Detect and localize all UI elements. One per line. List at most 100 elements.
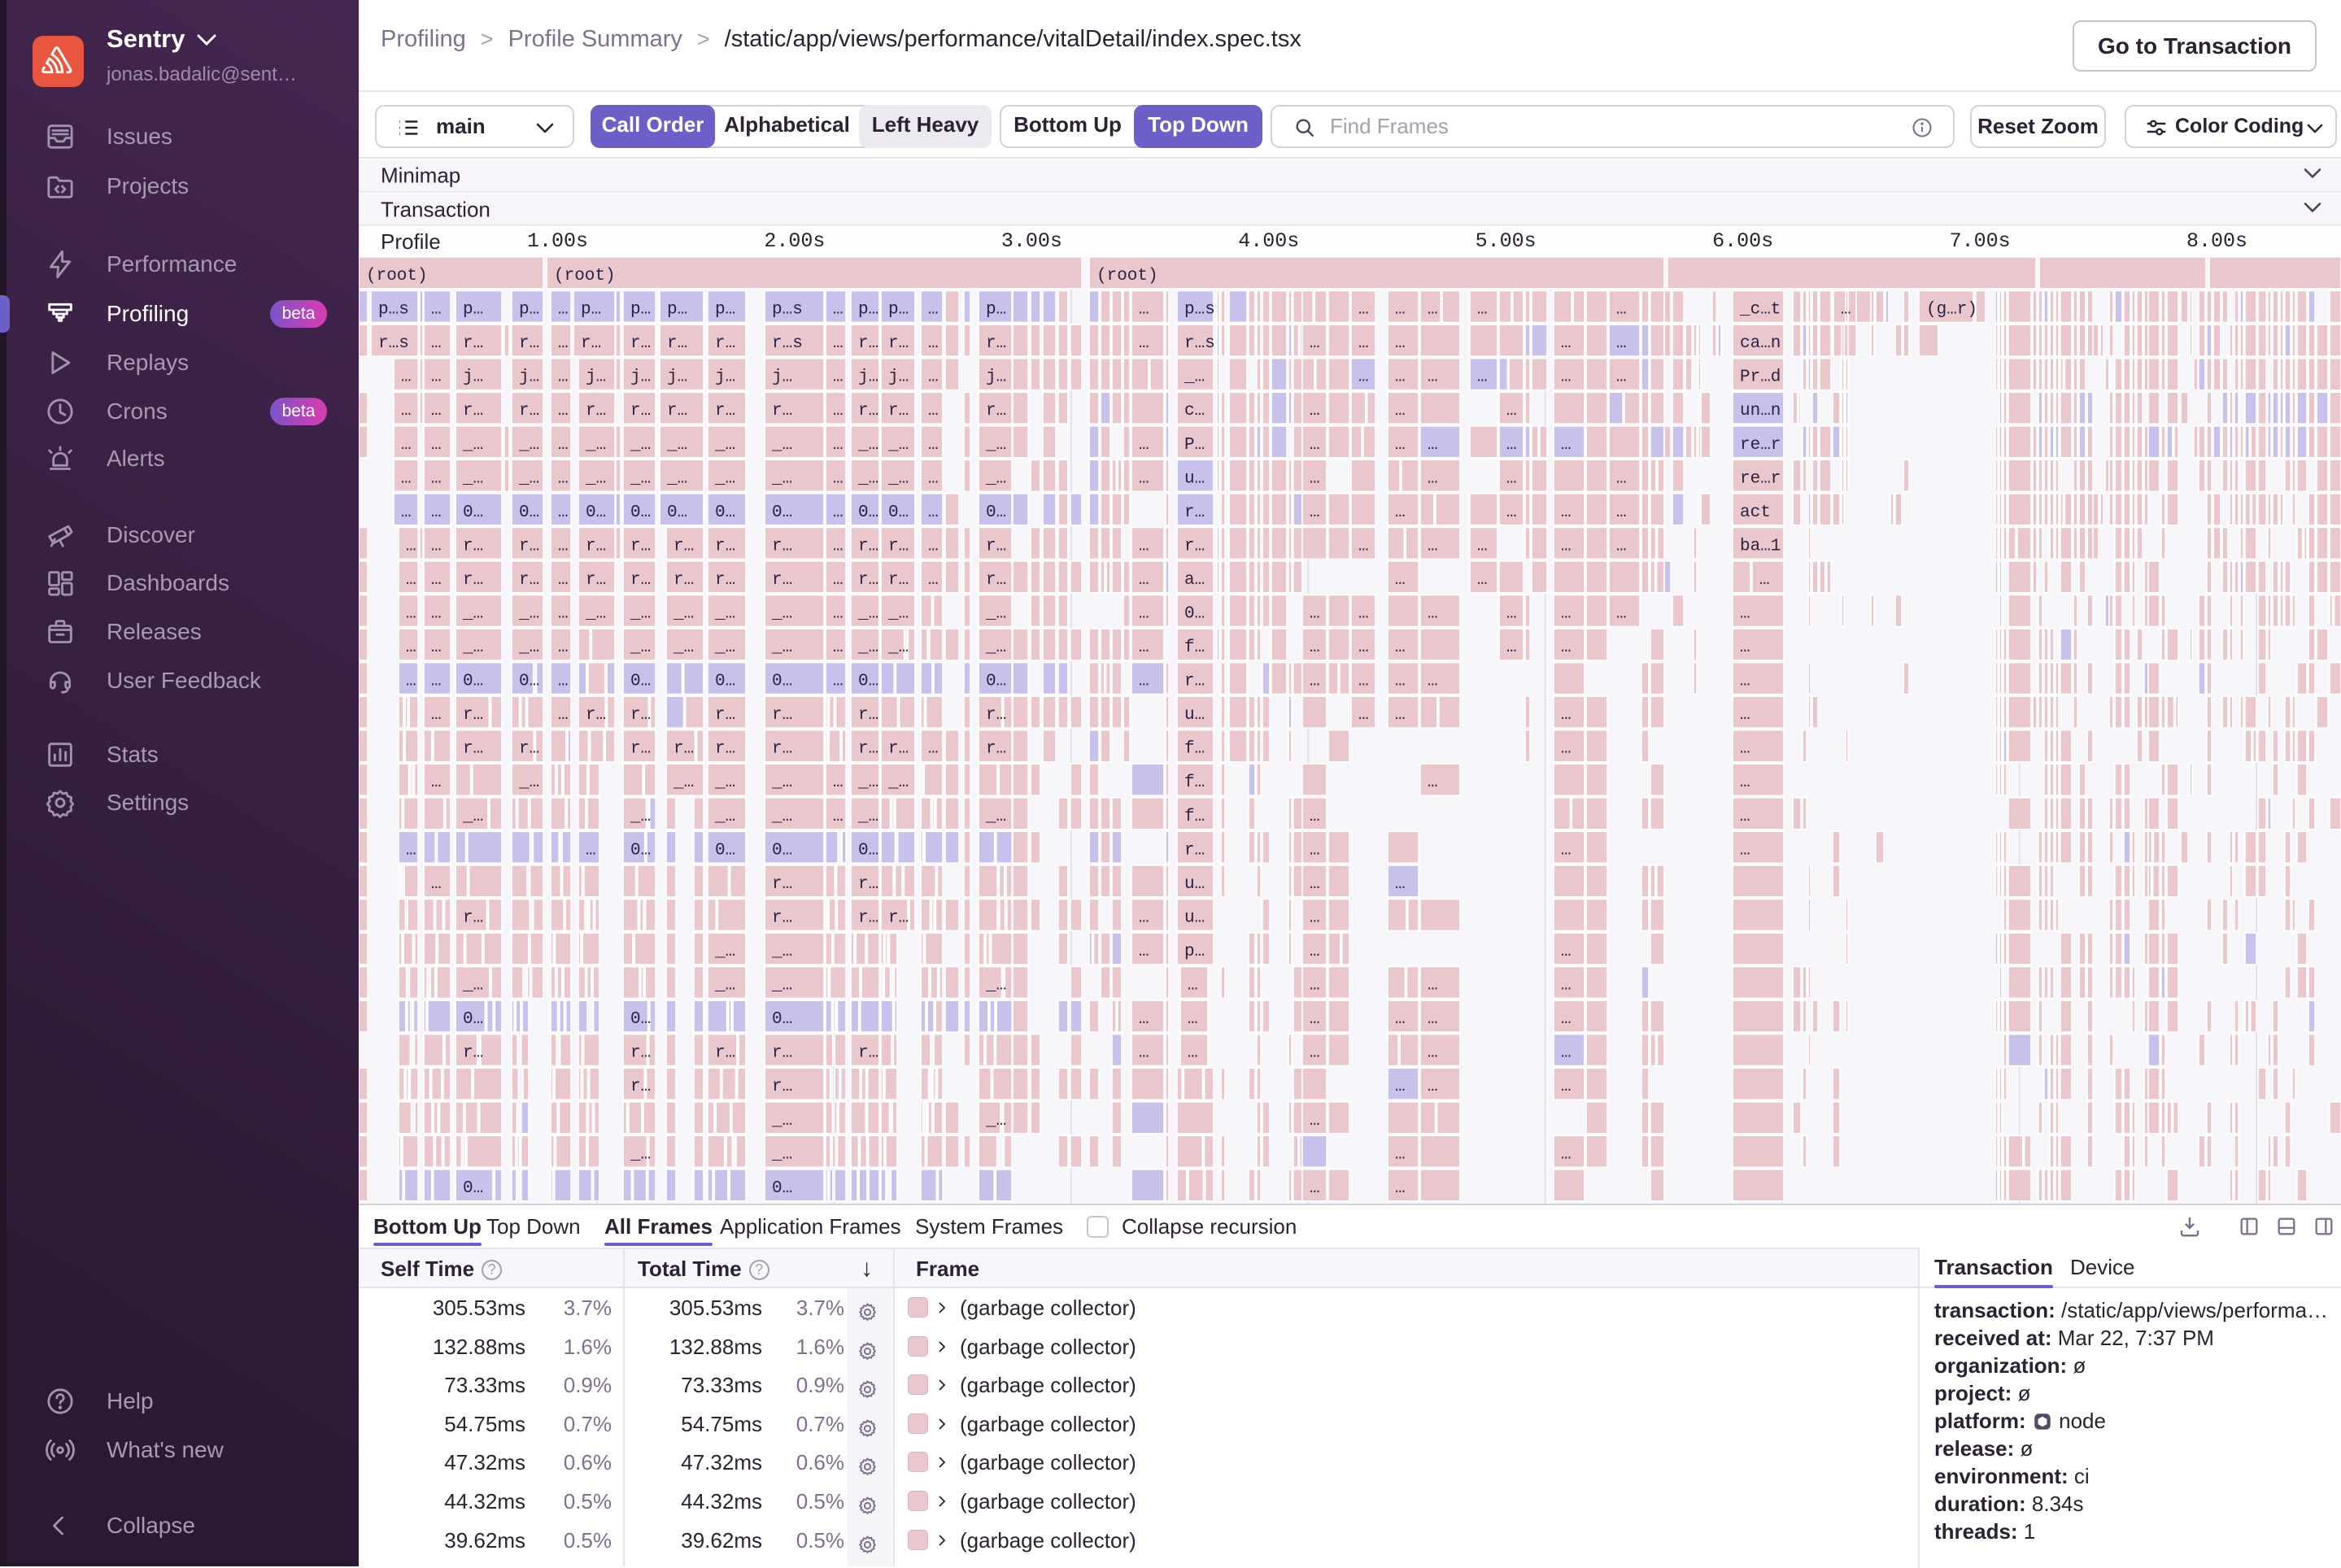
svg-text:r…: r… bbox=[715, 402, 735, 420]
svg-text:…: … bbox=[431, 503, 442, 522]
svg-text:0…: 0… bbox=[463, 1179, 483, 1198]
svg-text:_…: _… bbox=[714, 605, 735, 624]
svg-text:_…: _… bbox=[673, 638, 694, 657]
svg-text:…: … bbox=[558, 436, 569, 455]
svg-text:0…: 0… bbox=[986, 503, 1006, 522]
svg-text:…: … bbox=[558, 673, 569, 691]
svg-text:0…: 0… bbox=[630, 503, 651, 522]
svg-text:…: … bbox=[1310, 841, 1320, 860]
svg-text:…: … bbox=[833, 334, 844, 353]
svg-text:_…: _… bbox=[714, 638, 735, 657]
svg-text:…: … bbox=[928, 469, 939, 488]
svg-text:…: … bbox=[1310, 638, 1320, 657]
svg-text:_…: _… bbox=[630, 808, 651, 826]
svg-text:_…: _… bbox=[714, 808, 735, 826]
svg-text:_…: _… bbox=[714, 773, 735, 792]
svg-text:…: … bbox=[1561, 740, 1572, 759]
svg-text:_…: _… bbox=[714, 977, 735, 995]
svg-text:_…: _… bbox=[518, 469, 539, 488]
svg-text:act: act bbox=[1740, 503, 1771, 522]
svg-text:_…: _… bbox=[714, 469, 735, 488]
svg-text:0…: 0… bbox=[772, 1179, 792, 1198]
svg-text:j…: j… bbox=[986, 368, 1006, 387]
svg-text:r…: r… bbox=[986, 334, 1006, 353]
svg-text:…: … bbox=[1358, 638, 1369, 657]
svg-text:P…: P… bbox=[1184, 436, 1205, 455]
svg-text:0…: 0… bbox=[858, 841, 878, 860]
svg-text:…: … bbox=[1395, 1078, 1406, 1096]
svg-text:(root): (root) bbox=[1096, 267, 1158, 285]
svg-text:_…: _… bbox=[462, 638, 483, 657]
svg-text:p…: p… bbox=[519, 301, 539, 320]
svg-text:…: … bbox=[1310, 875, 1320, 894]
svg-text:r…: r… bbox=[630, 537, 651, 555]
svg-text:0…: 0… bbox=[772, 673, 792, 691]
svg-text:…: … bbox=[833, 773, 844, 792]
svg-text:…: … bbox=[928, 334, 939, 353]
svg-text:…: … bbox=[1616, 503, 1627, 522]
svg-text:_…: _… bbox=[518, 773, 539, 792]
svg-text:…: … bbox=[558, 638, 569, 657]
svg-text:_…: _… bbox=[518, 436, 539, 455]
svg-text:0…: 0… bbox=[630, 673, 651, 691]
svg-text:…: … bbox=[1740, 740, 1750, 759]
svg-text:j…: j… bbox=[667, 368, 687, 387]
svg-text:…: … bbox=[1139, 537, 1149, 555]
svg-text:r…: r… bbox=[630, 1078, 651, 1096]
svg-text:…: … bbox=[1310, 1010, 1320, 1029]
svg-text:_…: _… bbox=[771, 1145, 792, 1164]
svg-text:p…: p… bbox=[463, 301, 483, 320]
svg-text:ca…n: ca…n bbox=[1740, 334, 1781, 353]
svg-text:…: … bbox=[928, 368, 939, 387]
svg-text:…: … bbox=[558, 605, 569, 624]
svg-text:_…: _… bbox=[462, 436, 483, 455]
svg-text:u…: u… bbox=[1184, 706, 1205, 725]
svg-text:r…: r… bbox=[772, 537, 792, 555]
svg-text:…: … bbox=[1428, 1078, 1438, 1096]
svg-text:_…: _… bbox=[985, 808, 1006, 826]
svg-text:…: … bbox=[431, 773, 442, 792]
svg-text:0…: 0… bbox=[858, 503, 878, 522]
svg-text:_…: _… bbox=[585, 436, 606, 455]
svg-text:r…: r… bbox=[772, 908, 792, 927]
svg-text:r…: r… bbox=[586, 537, 606, 555]
svg-text:…: … bbox=[833, 808, 844, 826]
svg-text:r…: r… bbox=[519, 537, 539, 555]
svg-text:r…: r… bbox=[986, 537, 1006, 555]
svg-text:0…: 0… bbox=[519, 673, 539, 691]
svg-text:_…: _… bbox=[857, 469, 878, 488]
svg-text:_…: _… bbox=[857, 436, 878, 455]
svg-text:…: … bbox=[833, 301, 844, 320]
svg-text:…: … bbox=[928, 537, 939, 555]
svg-text:…: … bbox=[1395, 503, 1406, 522]
svg-text:_…: _… bbox=[714, 436, 735, 455]
svg-text:…: … bbox=[1395, 368, 1406, 387]
svg-text:…: … bbox=[1139, 673, 1149, 691]
svg-text:r…: r… bbox=[772, 706, 792, 725]
svg-text:…: … bbox=[1561, 1145, 1572, 1164]
svg-text:0…: 0… bbox=[586, 503, 606, 522]
svg-text:r…: r… bbox=[581, 334, 601, 353]
svg-text:…: … bbox=[558, 334, 569, 353]
svg-text:…: … bbox=[1310, 977, 1320, 995]
svg-text:_…: _… bbox=[518, 638, 539, 657]
svg-text:r…: r… bbox=[858, 706, 878, 725]
svg-text:r…: r… bbox=[772, 571, 792, 590]
svg-text:…: … bbox=[1616, 469, 1627, 488]
svg-text:Pr…d: Pr…d bbox=[1740, 368, 1781, 387]
svg-text:_…: _… bbox=[771, 469, 792, 488]
svg-text:…: … bbox=[558, 402, 569, 420]
svg-text:…: … bbox=[1139, 469, 1149, 488]
svg-text:…: … bbox=[431, 402, 442, 420]
svg-text:r…: r… bbox=[986, 740, 1006, 759]
svg-text:…: … bbox=[833, 571, 844, 590]
svg-text:…: … bbox=[833, 537, 844, 555]
svg-text:…: … bbox=[1428, 301, 1438, 320]
svg-text:_…: _… bbox=[714, 943, 735, 961]
svg-text:r…: r… bbox=[772, 1078, 792, 1096]
svg-text:…: … bbox=[1310, 808, 1320, 826]
svg-text:…: … bbox=[1310, 908, 1320, 927]
svg-text:…: … bbox=[1428, 436, 1438, 455]
svg-text:…: … bbox=[1310, 503, 1320, 522]
svg-text:…: … bbox=[1477, 537, 1488, 555]
